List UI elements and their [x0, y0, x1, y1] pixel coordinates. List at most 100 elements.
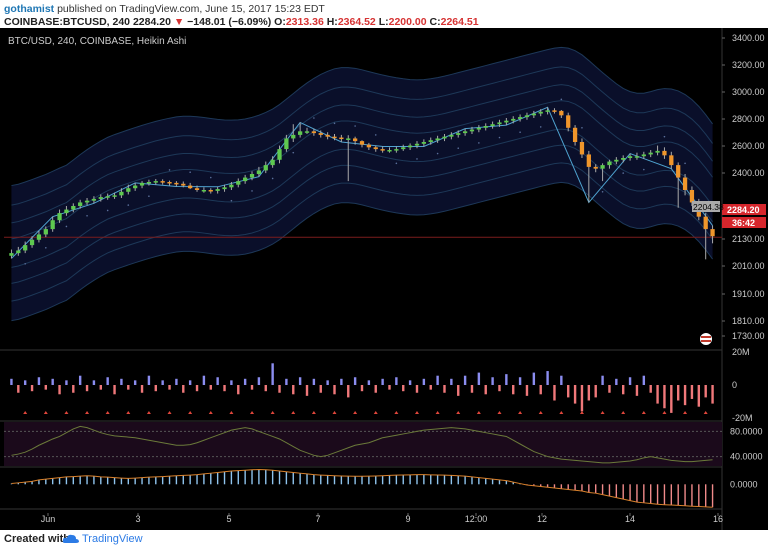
sar-dot: [416, 158, 418, 160]
candle-body: [201, 190, 207, 192]
us-flag-stripe: [701, 340, 711, 342]
volume-bar: [51, 378, 54, 385]
signal-triangle-icon: [579, 411, 584, 414]
candle-body: [462, 131, 468, 134]
candle-body: [531, 113, 536, 116]
price-tick-label: 2010.00: [732, 261, 765, 271]
published-text: published on TradingView.com, June 15, 2…: [57, 3, 325, 15]
signal-triangle-icon: [85, 411, 90, 414]
volume-bar: [72, 385, 75, 393]
volume-bar: [127, 385, 130, 390]
volume-bar: [443, 385, 446, 393]
volume-bar: [429, 385, 432, 390]
sar-dot: [251, 190, 253, 192]
candle-body: [572, 127, 578, 142]
volume-bar: [381, 378, 384, 385]
lower-band-line-1: [11, 162, 713, 302]
candle-body: [504, 120, 509, 123]
chart-svg[interactable]: BTC/USD, 240, COINBASE, Heikin Ashi 3400.…: [0, 28, 768, 530]
sar-dot: [539, 126, 542, 128]
crosshair-price-label: 2204.38: [693, 202, 724, 212]
signal-triangle-icon: [250, 411, 255, 414]
candle-body: [236, 181, 241, 185]
signal-triangle-icon: [703, 411, 708, 414]
candle-body: [689, 190, 695, 203]
sar-dot: [354, 125, 356, 127]
candle-body: [469, 129, 475, 132]
candle-body: [318, 133, 323, 135]
signal-triangle-icon: [105, 411, 110, 414]
candle-body: [414, 143, 420, 146]
time-tick-label: 3: [135, 514, 140, 524]
volume-bar: [573, 385, 577, 404]
us-flag-icon: [700, 333, 712, 345]
sar-dot: [436, 152, 439, 155]
volume-bar: [292, 385, 295, 395]
lower-band-line-0: [11, 181, 713, 322]
time-tick-label: 12:00: [465, 514, 488, 524]
username-link[interactable]: gothamist: [4, 3, 55, 15]
candle-body: [559, 110, 564, 116]
tradingview-cloud-icon: [62, 534, 79, 543]
candle-body: [593, 166, 598, 169]
candle-body: [311, 131, 317, 134]
volume-bar: [319, 385, 322, 393]
volume-bar: [85, 385, 89, 392]
upper-band-line-0: [11, 46, 713, 187]
sar-dot: [684, 162, 686, 165]
last-price-tag: [722, 204, 766, 215]
candle-body: [112, 195, 117, 197]
last-price: 2284.20: [132, 16, 171, 28]
signal-triangle-icon: [23, 411, 28, 414]
volume-bar: [560, 375, 563, 385]
signal-triangle-icon: [43, 411, 48, 414]
candle-body: [263, 165, 268, 171]
volume-bar: [182, 385, 185, 393]
volume-bar: [711, 385, 714, 404]
signal-triangle-icon: [476, 411, 481, 414]
volume-tick-label: 20M: [732, 347, 750, 357]
volume-bar: [402, 385, 405, 392]
volume-bar: [594, 385, 597, 398]
volume-bar: [690, 385, 694, 399]
sar-dot: [478, 142, 480, 144]
candle-body: [325, 134, 330, 137]
sar-dot: [643, 168, 645, 171]
candle-body: [442, 136, 447, 139]
close-label: C:: [429, 16, 441, 28]
oscillator-tick-label: 80.0000: [730, 426, 763, 436]
price-tick-label: 3200.00: [732, 60, 765, 70]
volume-bar: [10, 378, 13, 385]
signal-triangle-icon: [641, 411, 646, 414]
candle-body: [105, 196, 110, 198]
candle-body: [57, 213, 62, 221]
candle-body: [194, 188, 200, 190]
volume-bar: [477, 372, 481, 385]
candle-body: [476, 127, 481, 130]
volume-bar: [305, 385, 309, 396]
volume-bar: [704, 385, 707, 398]
volume-bar: [106, 377, 109, 385]
candle-body: [676, 165, 681, 178]
sar-dot: [271, 177, 274, 180]
candle-body: [517, 117, 523, 119]
price-tick-label: 2400.00: [732, 168, 765, 178]
candle-body: [511, 118, 516, 121]
chart-area[interactable]: BTC/USD, 240, COINBASE, Heikin Ashi 3400.…: [0, 28, 768, 530]
signal-triangle-icon: [373, 411, 378, 414]
volume-bar: [347, 385, 350, 398]
symbol-label: COINBASE:BTCUSD, 240: [4, 16, 131, 28]
created-with-text: Created with: [4, 533, 71, 545]
volume-bar: [65, 380, 68, 385]
volume-bar: [670, 385, 673, 413]
momentum-tick-label: 0.0000: [730, 479, 758, 489]
candle-body: [98, 197, 103, 199]
volume-bar: [512, 385, 515, 395]
volume-bar: [195, 385, 199, 392]
close-value: 2264.51: [440, 16, 479, 28]
tradingview-brand-link[interactable]: TradingView: [82, 533, 143, 545]
candle-body: [387, 150, 392, 152]
signal-triangle-icon: [662, 411, 667, 414]
signal-triangle-icon: [559, 411, 564, 414]
signal-triangle-icon: [456, 411, 461, 414]
